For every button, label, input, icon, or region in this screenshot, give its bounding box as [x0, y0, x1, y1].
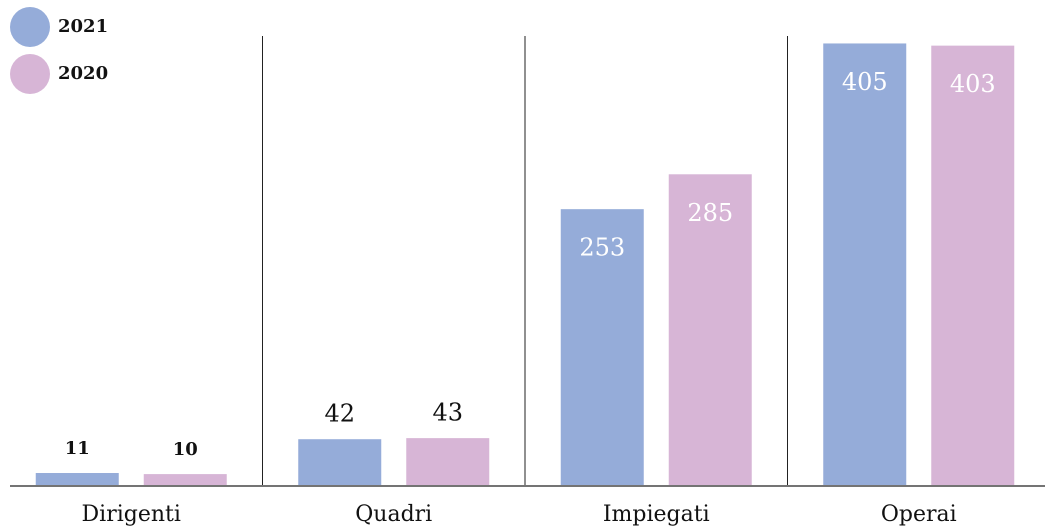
- value-label: 405: [842, 68, 888, 96]
- bar: [35, 473, 119, 485]
- value-label: 10: [173, 439, 198, 460]
- bar: [298, 439, 382, 485]
- value-label: 285: [687, 199, 733, 227]
- bar: [823, 43, 907, 485]
- bar: [143, 474, 227, 485]
- value-label: 42: [324, 400, 355, 428]
- x-tick-label: Impiegati: [603, 502, 710, 527]
- bar: [406, 438, 490, 485]
- legend-label: 2021: [58, 16, 108, 37]
- value-label: 403: [950, 70, 996, 98]
- x-tick-label: Quadri: [355, 502, 432, 527]
- x-tick-label: Operai: [881, 502, 957, 527]
- legend-swatch: [10, 54, 50, 94]
- x-tick-label: Dirigenti: [82, 502, 181, 527]
- bar: [668, 174, 752, 485]
- value-label: 11: [65, 438, 90, 459]
- bar: [560, 209, 644, 486]
- legend-label: 2020: [58, 63, 108, 84]
- legend-swatch: [10, 7, 50, 47]
- value-label: 43: [432, 399, 463, 427]
- bar: [931, 45, 1015, 485]
- value-label: 253: [579, 234, 625, 262]
